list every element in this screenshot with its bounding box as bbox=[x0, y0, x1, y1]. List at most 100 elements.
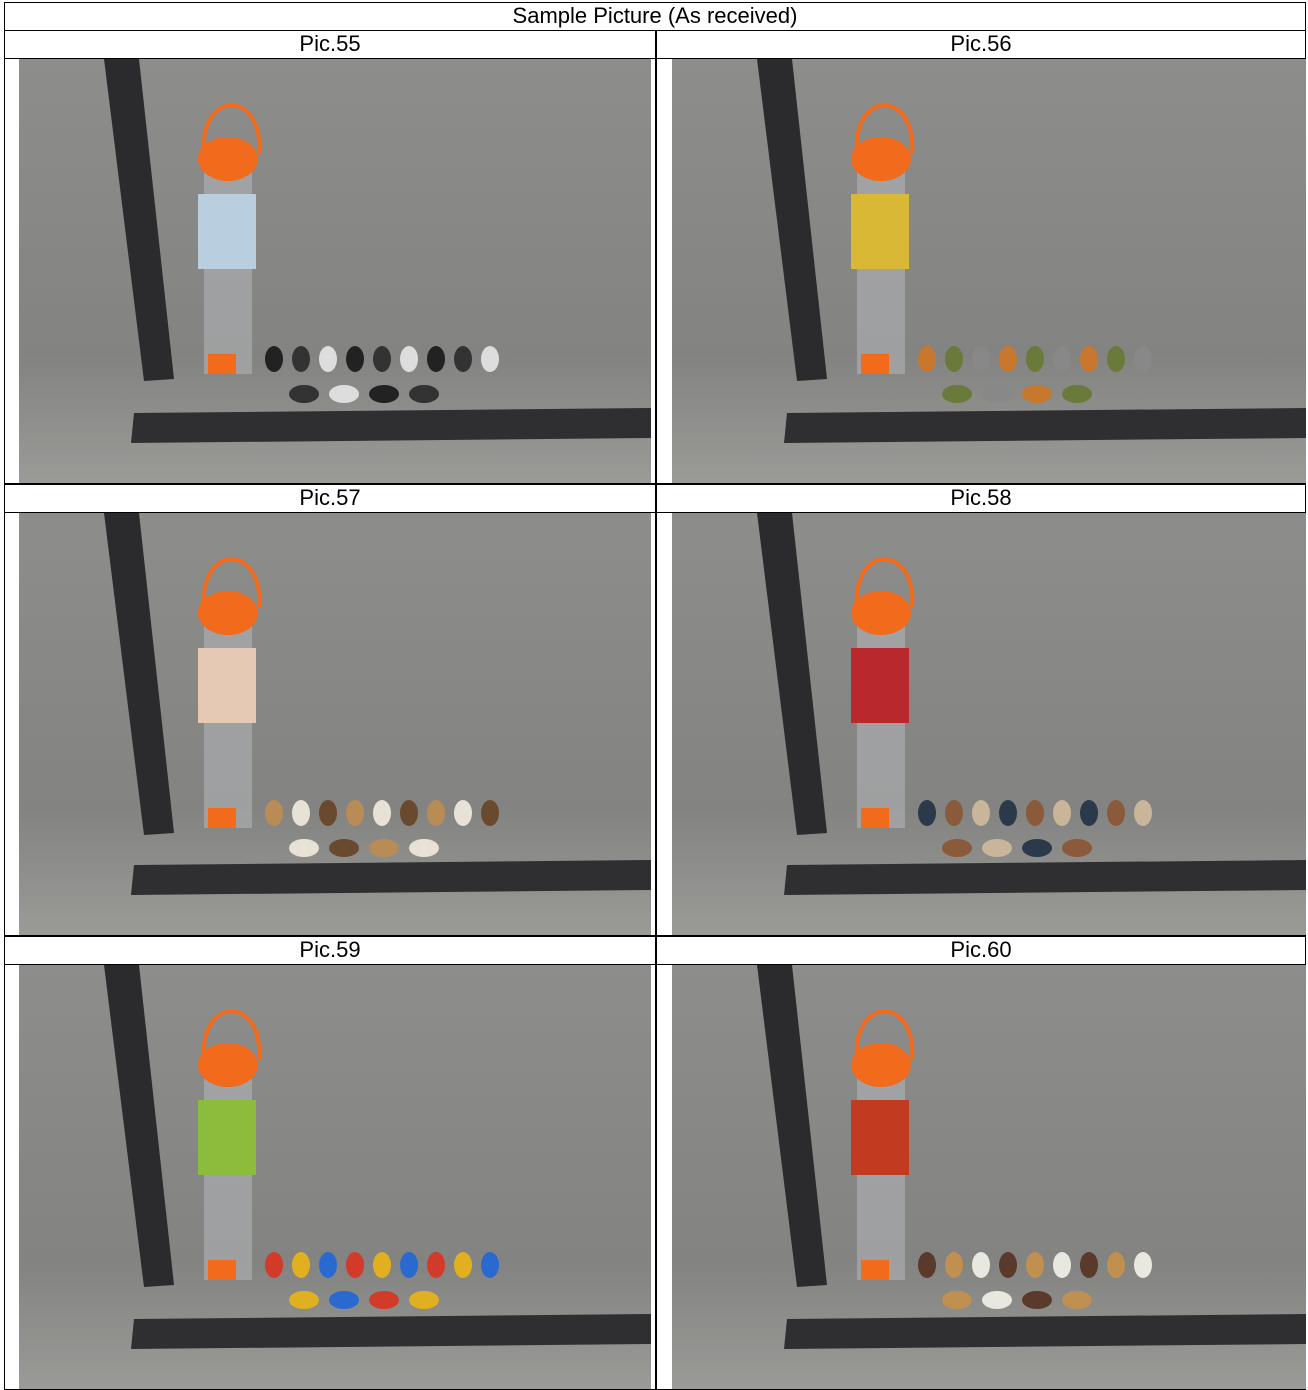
figure bbox=[1107, 800, 1125, 826]
photo bbox=[19, 59, 651, 483]
tube-base bbox=[208, 808, 236, 828]
figure bbox=[289, 1291, 319, 1309]
cap bbox=[198, 1043, 258, 1087]
picture-cell bbox=[656, 964, 1306, 1390]
figure bbox=[265, 1252, 283, 1278]
tube-label bbox=[198, 1100, 256, 1175]
tube-label bbox=[851, 1100, 909, 1175]
figure bbox=[292, 1252, 310, 1278]
figure bbox=[454, 346, 472, 372]
figure bbox=[373, 346, 391, 372]
figure bbox=[1053, 800, 1071, 826]
figure bbox=[454, 1252, 472, 1278]
picture-label: Pic.55 bbox=[4, 30, 656, 59]
figure bbox=[1053, 346, 1071, 372]
handle bbox=[854, 557, 915, 609]
figure bbox=[265, 346, 283, 372]
figure bbox=[1062, 839, 1092, 857]
figure bbox=[1026, 800, 1044, 826]
picture-label: Pic.60 bbox=[656, 936, 1306, 965]
figure bbox=[972, 800, 990, 826]
figure bbox=[329, 385, 359, 403]
figure bbox=[1134, 346, 1152, 372]
picture-cell bbox=[656, 512, 1306, 936]
tube-base bbox=[208, 1260, 236, 1280]
ruler bbox=[784, 408, 1306, 443]
ruler bbox=[131, 860, 651, 895]
ruler bbox=[131, 408, 651, 443]
picture-cell bbox=[4, 58, 656, 484]
figure bbox=[319, 346, 337, 372]
picture-label: Pic.57 bbox=[4, 484, 656, 513]
figure bbox=[427, 346, 445, 372]
ruler bbox=[104, 59, 174, 381]
figure bbox=[346, 346, 364, 372]
figure bbox=[1053, 1252, 1071, 1278]
figure bbox=[409, 1291, 439, 1309]
figure bbox=[1062, 385, 1092, 403]
figure bbox=[945, 800, 963, 826]
tube-base bbox=[208, 354, 236, 374]
figure bbox=[945, 346, 963, 372]
figure bbox=[427, 1252, 445, 1278]
figure bbox=[1026, 1252, 1044, 1278]
figure bbox=[427, 800, 445, 826]
photo bbox=[672, 965, 1306, 1389]
handle bbox=[201, 1009, 262, 1061]
tube-label bbox=[851, 648, 909, 723]
figure bbox=[1107, 346, 1125, 372]
figure bbox=[982, 385, 1012, 403]
tube-base bbox=[861, 808, 889, 828]
figure bbox=[942, 1291, 972, 1309]
ruler bbox=[131, 1314, 651, 1349]
figure bbox=[918, 1252, 936, 1278]
figure bbox=[942, 839, 972, 857]
ruler bbox=[757, 513, 827, 835]
photo bbox=[672, 59, 1306, 483]
figure bbox=[373, 1252, 391, 1278]
figure bbox=[369, 1291, 399, 1309]
ruler bbox=[757, 59, 827, 381]
tube-label bbox=[198, 194, 256, 269]
figure bbox=[1080, 800, 1098, 826]
picture-label: Pic.59 bbox=[4, 936, 656, 965]
figure bbox=[481, 1252, 499, 1278]
figure bbox=[400, 1252, 418, 1278]
cap bbox=[851, 1043, 911, 1087]
figure bbox=[329, 1291, 359, 1309]
figure bbox=[999, 346, 1017, 372]
figure bbox=[289, 385, 319, 403]
figure bbox=[373, 800, 391, 826]
ruler bbox=[104, 513, 174, 835]
figure bbox=[982, 839, 1012, 857]
tube-label bbox=[851, 194, 909, 269]
figure bbox=[454, 800, 472, 826]
figure bbox=[982, 1291, 1012, 1309]
figure bbox=[1022, 385, 1052, 403]
handle bbox=[201, 557, 262, 609]
figure bbox=[369, 385, 399, 403]
figure bbox=[1107, 1252, 1125, 1278]
figure bbox=[481, 346, 499, 372]
figure bbox=[1062, 1291, 1092, 1309]
figure bbox=[400, 800, 418, 826]
tube-base bbox=[861, 354, 889, 374]
figure bbox=[1080, 1252, 1098, 1278]
figure bbox=[265, 800, 283, 826]
handle bbox=[201, 103, 262, 155]
figure bbox=[319, 1252, 337, 1278]
photo bbox=[672, 513, 1306, 935]
header-cell: Sample Picture (As received) bbox=[4, 2, 1306, 31]
figure bbox=[346, 1252, 364, 1278]
handle bbox=[854, 1009, 915, 1061]
figure bbox=[1022, 839, 1052, 857]
figure bbox=[1022, 1291, 1052, 1309]
handle bbox=[854, 103, 915, 155]
picture-cell bbox=[656, 58, 1306, 484]
cap bbox=[198, 137, 258, 181]
cap bbox=[851, 137, 911, 181]
figure bbox=[999, 1252, 1017, 1278]
figure bbox=[369, 839, 399, 857]
picture-label: Pic.56 bbox=[656, 30, 1306, 59]
